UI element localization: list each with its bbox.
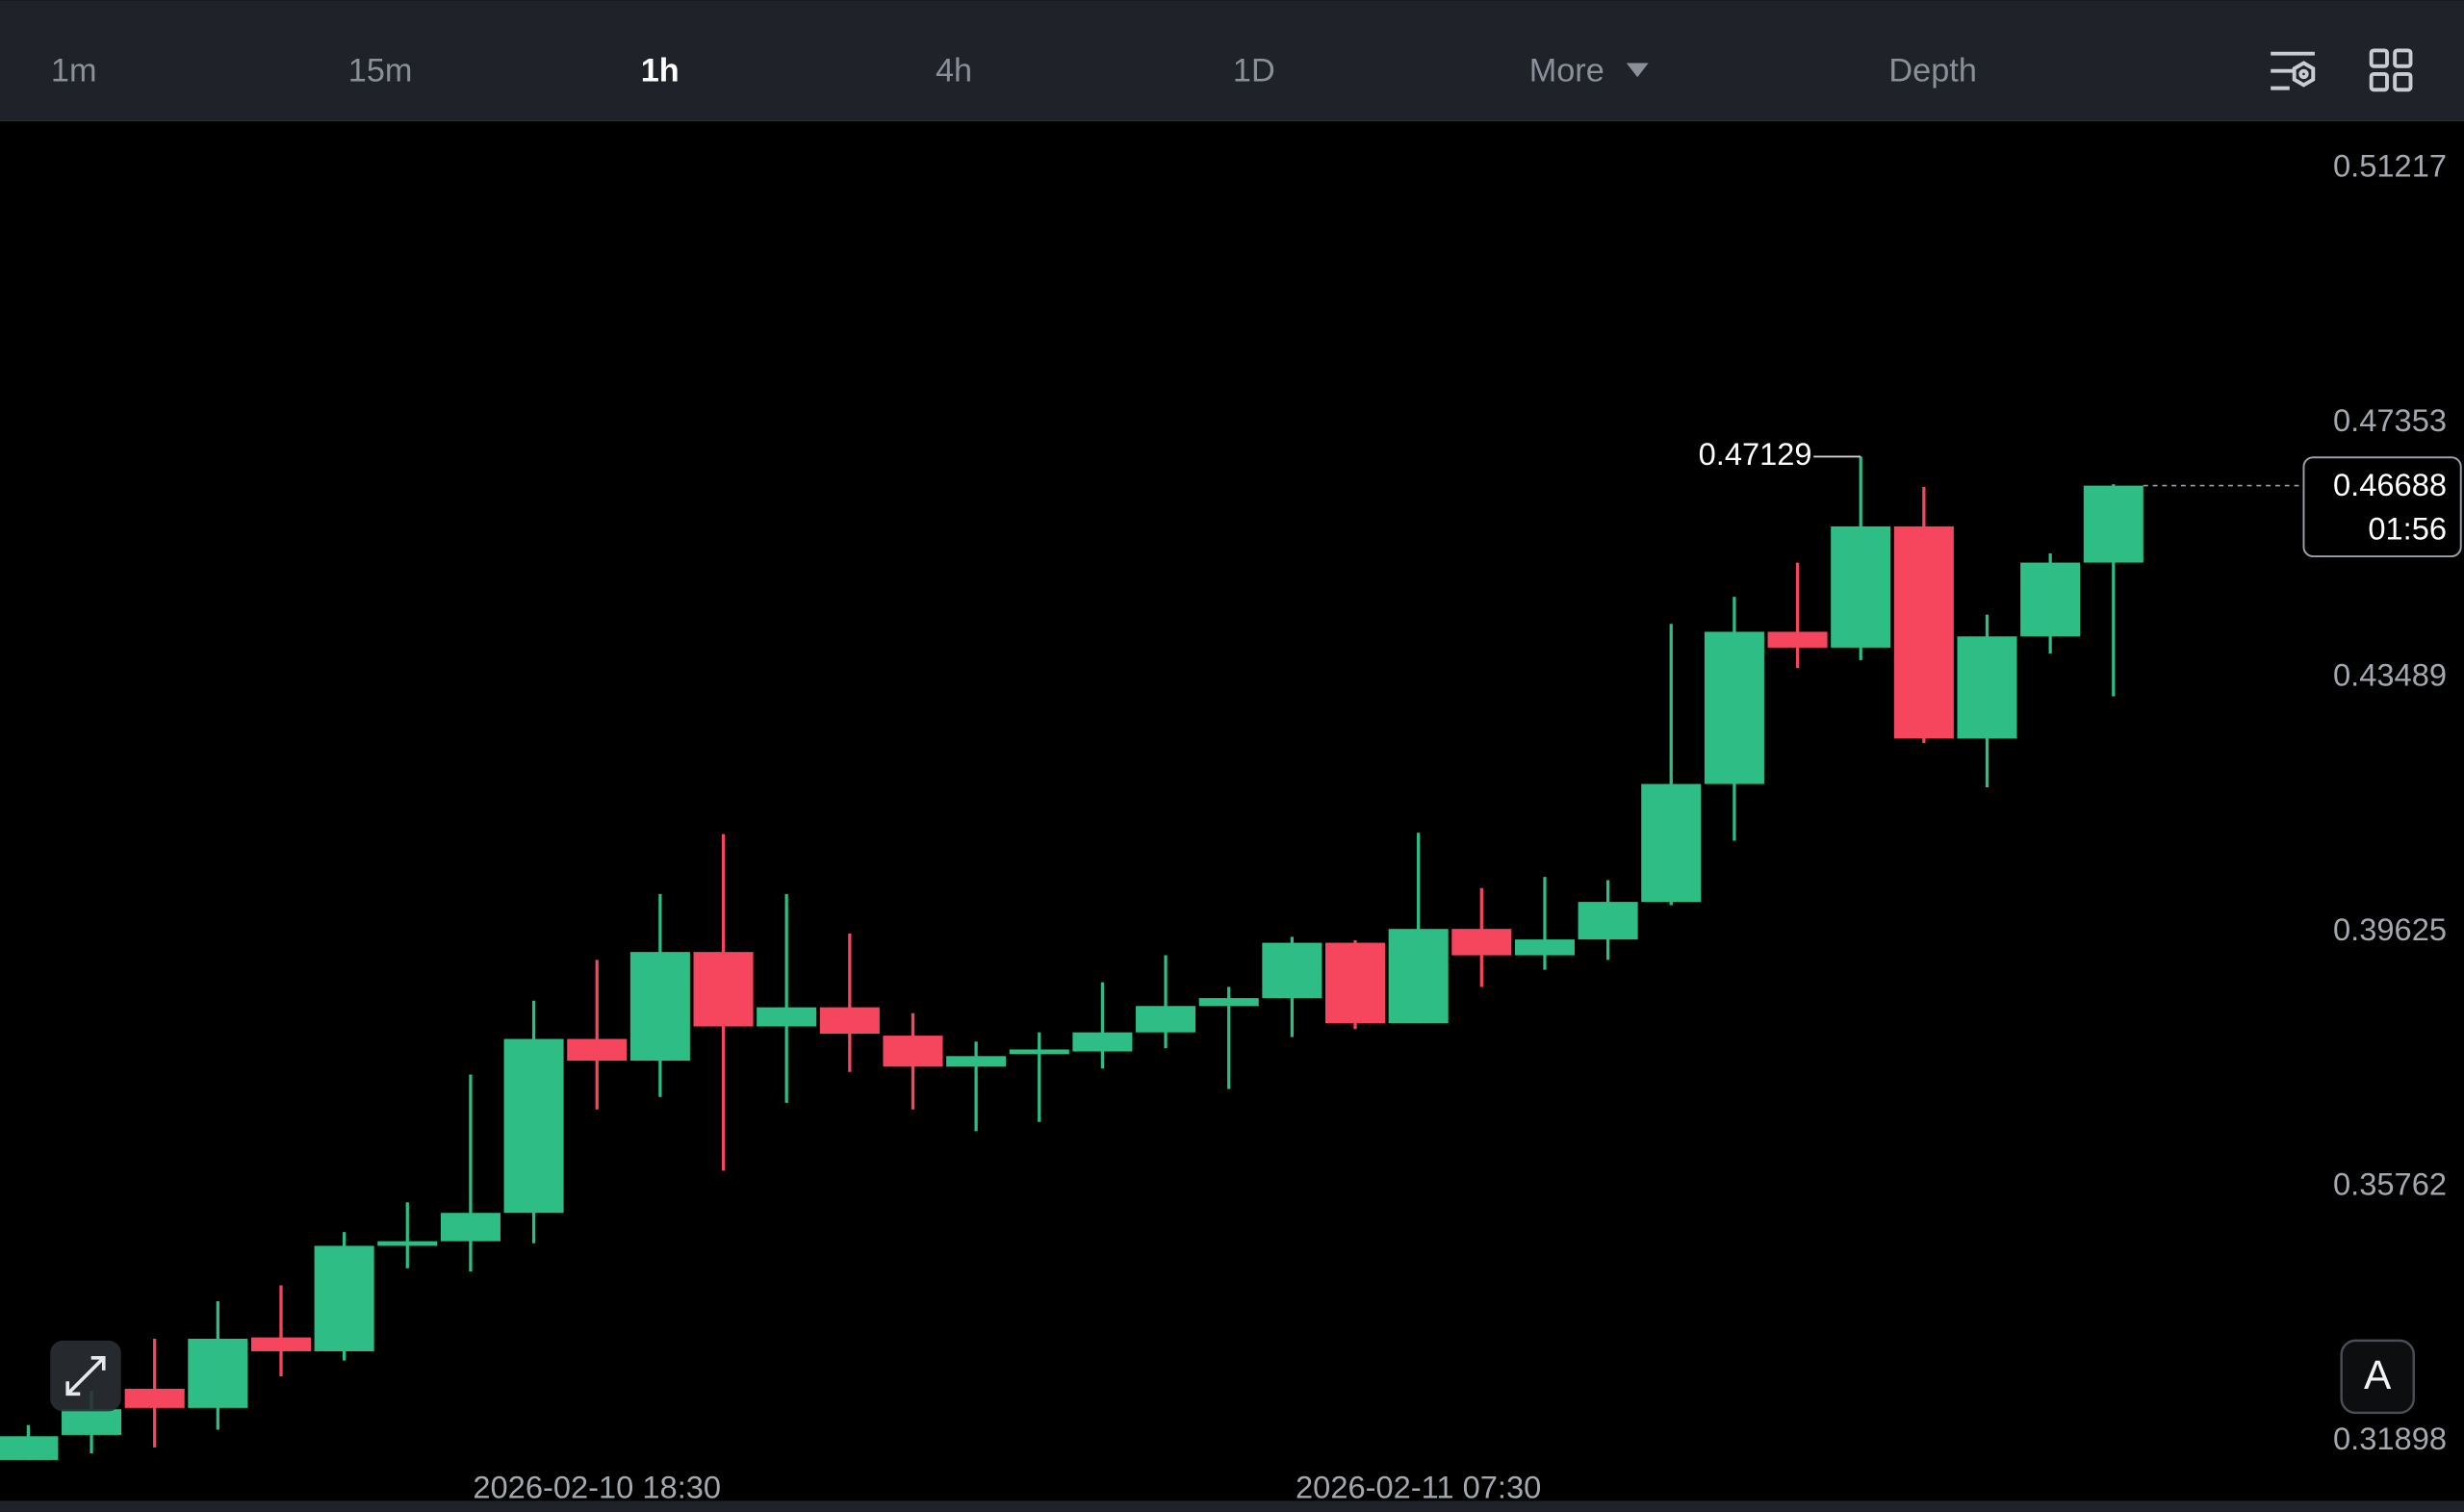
- y-tick-label: 0.35762: [2333, 1166, 2447, 1202]
- candle-body: [377, 1241, 438, 1246]
- auto-scale-label[interactable]: A: [2364, 1352, 2392, 1397]
- timeframe-tab[interactable]: 1m: [51, 52, 97, 89]
- candlestick-plot: 0.31898 0.35762 0.39625 0.43489 0.47353 0.512…: [0, 148, 2462, 1505]
- candle-body: [314, 1245, 374, 1351]
- high-annotation-label: 0.47129: [1699, 436, 1812, 472]
- candle-body: [567, 1038, 628, 1062]
- candle-body: [1198, 998, 1259, 1007]
- x-tick-label: 2026-02-10 18:30: [473, 1470, 721, 1505]
- timeframe-tab[interactable]: 4h: [936, 52, 972, 89]
- bottom-bar: [0, 1500, 2464, 1512]
- candle-body: [0, 1436, 59, 1460]
- timeframe-tab[interactable]: More: [1529, 52, 1604, 89]
- last-price-label: 0.46688: [2333, 467, 2447, 502]
- candle-body: [1704, 631, 1764, 784]
- fullscreen-button[interactable]: [50, 1340, 121, 1412]
- candle-body: [250, 1337, 312, 1351]
- candle-body: [1893, 525, 1954, 739]
- more-caret[interactable]: [1626, 63, 1649, 78]
- candle-body: [440, 1213, 500, 1242]
- candle-body: [629, 952, 690, 1062]
- countdown-label: 01:56: [2368, 511, 2447, 547]
- candle-body: [1324, 942, 1386, 1024]
- candle-body: [1451, 929, 1512, 956]
- candle-body: [1578, 902, 1638, 940]
- timeframe-tabs: 1m 15m 1h 4h 1D More Depth: [51, 52, 1977, 89]
- candle-body: [62, 1409, 122, 1435]
- y-tick-label: 0.31898: [2333, 1421, 2447, 1456]
- candle-body: [1388, 929, 1449, 1024]
- candle-body: [503, 1038, 564, 1214]
- timeframe-tab[interactable]: 1D: [1233, 52, 1275, 89]
- auto-scale-button[interactable]: A: [2340, 1339, 2415, 1415]
- candle-body: [757, 1007, 817, 1027]
- y-tick-label: 0.51217: [2333, 148, 2447, 184]
- timeframe-tab[interactable]: Depth: [1888, 52, 1976, 89]
- candle-body: [1641, 783, 1702, 903]
- toolbar: [0, 0, 2464, 120]
- layout-grid-icon[interactable]: [2369, 48, 2413, 92]
- y-tick-label: 0.39625: [2333, 911, 2447, 947]
- x-tick-label: 2026-02-11 07:30: [1296, 1470, 1541, 1505]
- candle-body: [819, 1007, 880, 1035]
- y-tick-label: 0.43489: [2333, 657, 2447, 693]
- candle-body: [1262, 942, 1322, 999]
- candle-body: [2020, 562, 2081, 637]
- timeframe-tab[interactable]: 1h: [641, 52, 680, 89]
- y-tick-label: 0.47353: [2333, 402, 2447, 438]
- candle-body: [1514, 939, 1575, 956]
- candle-body: [188, 1338, 248, 1408]
- candle-body: [946, 1056, 1007, 1067]
- candle-body: [124, 1389, 185, 1408]
- candle-body: [1767, 631, 1828, 648]
- candle-body: [693, 952, 754, 1027]
- candle-body: [883, 1036, 943, 1067]
- candle-body: [1136, 1006, 1196, 1033]
- timeframe-tab[interactable]: 15m: [348, 52, 413, 89]
- candle-body: [1009, 1049, 1069, 1055]
- candle-body: [1072, 1032, 1133, 1052]
- candle-body: [2083, 485, 2143, 563]
- last-price-tag: [2302, 456, 2462, 558]
- candle-body: [1831, 525, 1891, 648]
- indicator-settings-icon[interactable]: [2271, 51, 2316, 90]
- candle-body: [1957, 636, 2017, 739]
